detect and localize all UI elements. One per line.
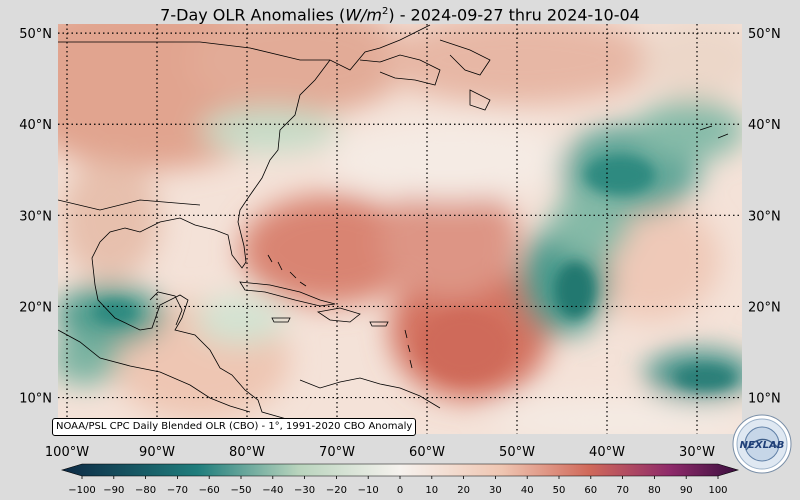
colorbar-tick-label: −80: [135, 485, 156, 496]
lat-labels-left: 50°N 40°N 30°N 20°N 10°N: [19, 27, 52, 406]
lat-label: 10°N: [19, 392, 52, 407]
colorbar-tick-label: 10: [425, 485, 438, 496]
lon-label: 100°W: [45, 445, 89, 460]
coastlines: [58, 24, 729, 429]
lat-label: 30°N: [748, 209, 781, 224]
lon-label: 80°W: [229, 445, 265, 460]
lat-label: 30°N: [19, 209, 52, 224]
lat-label: 50°N: [748, 27, 781, 42]
page-title: 7-Day OLR Anomalies (W/m2) - 2024-09-27 …: [160, 5, 640, 25]
lat-label: 50°N: [19, 27, 52, 42]
colorbar-tick-label: −40: [262, 485, 283, 496]
colorbar-tick-label: 80: [648, 485, 661, 496]
colorbar-tick-label: 100: [708, 485, 727, 496]
lon-label: 90°W: [139, 445, 175, 460]
lon-labels: 100°W 90°W 80°W 70°W 60°W 50°W 40°W 30°W: [45, 445, 715, 460]
colorbar-tick-label: 60: [584, 485, 597, 496]
colorbar-tick-label: 70: [616, 485, 629, 496]
logo-text: NEXLAB: [740, 440, 785, 451]
colorbar-tick-label: −20: [326, 485, 347, 496]
lat-label: 20°N: [748, 300, 781, 315]
lat-label: 10°N: [748, 392, 781, 407]
colorbar-tick-label: 50: [553, 485, 566, 496]
lat-label: 20°N: [19, 300, 52, 315]
colorbar-tick-label: −60: [199, 485, 220, 496]
colorbar-tick-label: 30: [489, 485, 502, 496]
colorbar: −100 −90 −80 −70 −60 −50 −40 −30 −20 −10 0 10 20 30 40…: [60, 463, 740, 496]
lon-label: 60°W: [409, 445, 445, 460]
colorbar-tick-label: −30: [294, 485, 315, 496]
lat-label: 40°N: [748, 118, 781, 133]
lat-labels-right: 50°N 40°N 30°N 20°N 10°N: [748, 27, 781, 406]
data-credit: NOAA/PSL CPC Daily Blended OLR (CBO) - 1…: [52, 418, 417, 436]
anomaly-field: [58, 24, 742, 434]
colorbar-tick-label: −100: [68, 485, 95, 496]
graticule: [58, 24, 742, 434]
lon-label: 70°W: [319, 445, 355, 460]
colorbar-ticks: −100 −90 −80 −70 −60 −50 −40 −30 −20 −10 0 10 20 30 40…: [68, 476, 728, 496]
nexlab-logo: NEXLAB: [732, 414, 792, 474]
colorbar-tick-label: −90: [103, 485, 124, 496]
colorbar-tick-label: 40: [521, 485, 534, 496]
colorbar-bar: [60, 463, 740, 477]
colorbar-tick-label: −50: [230, 485, 251, 496]
colorbar-tick-label: 20: [457, 485, 470, 496]
colorbar-tick-label: −10: [358, 485, 379, 496]
colorbar-tick-label: 0: [397, 485, 403, 496]
lon-label: 50°W: [499, 445, 535, 460]
lon-label: 40°W: [589, 445, 625, 460]
colorbar-tick-label: −70: [167, 485, 188, 496]
lat-label: 40°N: [19, 118, 52, 133]
colorbar-tick-label: 90: [680, 485, 693, 496]
lon-label: 30°W: [679, 445, 715, 460]
